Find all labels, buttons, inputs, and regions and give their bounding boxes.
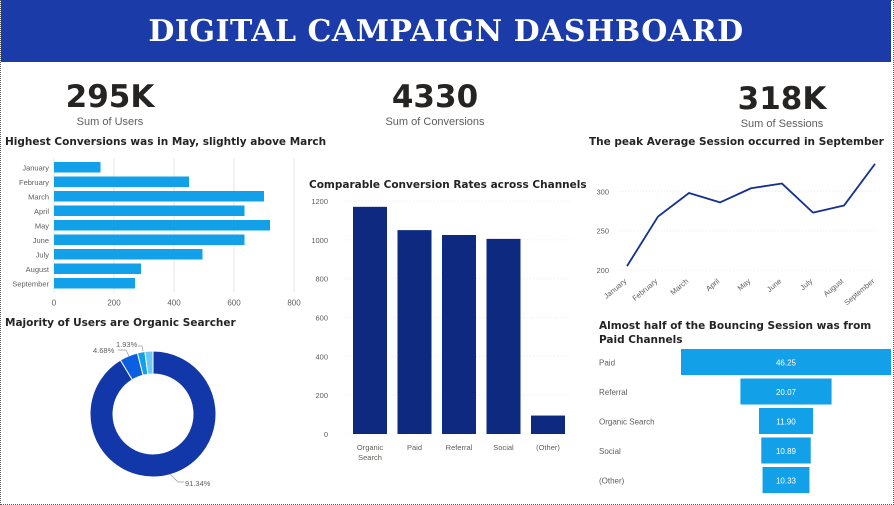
avg-session-title: The peak Average Session occurred in Sep… <box>589 136 884 148</box>
bounce-funnel-title: Almost half of the Bouncing Session was … <box>599 320 872 346</box>
avg-session-chart: 200 250 300 January February March April May Jun… <box>596 163 877 307</box>
donut-slice-3 <box>144 350 154 375</box>
funnel-value-label: 10.33 <box>776 477 797 486</box>
funnel-bar-social <box>761 437 811 464</box>
bar-july <box>54 249 203 260</box>
x-tick-label: August <box>822 276 846 298</box>
kpi-sessions-label: Sum of Sessions <box>740 118 824 130</box>
x-tick-label: 0 <box>52 299 57 308</box>
category-label: Paid <box>407 443 422 452</box>
y-tick-label: 600 <box>315 314 328 323</box>
x-tick-label: April <box>704 276 722 293</box>
header-bar: DIGITAL CAMPAIGN DASHBOARD <box>1 0 891 62</box>
bar-paid <box>397 230 432 434</box>
funnel-value-label: 20.07 <box>776 388 797 397</box>
category-label: (Other) <box>536 443 560 452</box>
category-label: July <box>36 251 50 260</box>
donut-label-third: 1.93% <box>116 340 138 349</box>
category-label: March <box>28 193 49 202</box>
bar-april <box>54 205 245 216</box>
funnel-category-label: Organic Search <box>599 418 655 427</box>
bar-other <box>531 415 565 434</box>
funnel-category-label: Referral <box>599 388 628 397</box>
funnel-bar-paid <box>681 349 891 375</box>
category-label: June <box>33 236 49 245</box>
category-label: August <box>26 265 50 274</box>
month-conversions-title: Highest Conversions was in May, slightly… <box>5 136 327 148</box>
bar-january <box>54 162 101 173</box>
bar-february <box>54 176 189 187</box>
bar-referral <box>442 234 476 434</box>
x-tick-label: January <box>602 276 628 300</box>
bounce-funnel-chart: 46.25 Paid 20.07 Referral 11.90 Organic Searc… <box>599 349 891 493</box>
x-tick-label: July <box>798 276 814 292</box>
x-tick-label: 600 <box>227 299 241 308</box>
bar-august <box>54 263 141 274</box>
month-conversions-chart: 0 200 400 600 800 January February March April Ma… <box>12 158 301 308</box>
bar-march <box>54 191 264 202</box>
category-label: January <box>22 164 49 173</box>
x-tick-label: May <box>736 276 753 292</box>
y-tick-label: 0 <box>324 430 328 439</box>
y-tick-label: 300 <box>596 187 609 196</box>
y-tick-label: 1000 <box>311 236 328 245</box>
bar-social <box>486 238 521 434</box>
funnel-value-label: 11.90 <box>776 418 796 427</box>
users-donut-title: Majority of Users are Organic Searcher <box>5 317 236 329</box>
funnel-category-label: Social <box>599 447 621 456</box>
x-tick-label: 200 <box>107 299 121 308</box>
y-tick-label: 250 <box>596 227 609 236</box>
x-tick-label: September <box>842 276 876 307</box>
y-tick-label: 200 <box>315 391 328 400</box>
donut-slice-0 <box>89 350 217 478</box>
leader-line <box>118 349 130 357</box>
y-tick-label: 1200 <box>311 197 328 206</box>
bar-may <box>54 220 270 231</box>
dashboard-title: DIGITAL CAMPAIGN DASHBOARD <box>148 13 744 49</box>
x-tick-label: March <box>669 277 691 297</box>
funnel-category-label: (Other) <box>599 477 625 486</box>
bar-june <box>54 234 245 245</box>
bar-september <box>54 278 135 289</box>
kpi-users-label: Sum of Users <box>76 116 144 128</box>
funnel-value-label: 10.89 <box>776 447 797 456</box>
leader-line <box>169 473 184 483</box>
category-label: Organic Search <box>357 443 384 462</box>
category-label: April <box>34 207 49 216</box>
category-label: May <box>35 222 49 231</box>
avg-session-line <box>626 163 876 267</box>
x-tick-label: 800 <box>287 299 301 308</box>
bar-organic-search <box>353 206 387 434</box>
donut-label-main: 91.34% <box>185 479 211 488</box>
leader-line <box>138 345 144 352</box>
funnel-bar-referral <box>740 378 832 405</box>
funnel-value-label: 46.25 <box>776 359 797 368</box>
donut-label-second: 4.68% <box>93 346 115 355</box>
x-tick-label: June <box>765 277 783 294</box>
channel-conversions-chart: 0 200 400 600 800 1000 1200 Organic Search Paid Re… <box>311 197 570 462</box>
funnel-bar-other <box>762 467 810 493</box>
category-label: September <box>12 280 49 289</box>
y-tick-label: 400 <box>315 352 328 361</box>
channel-conversions-title: Comparable Conversion Rates across Chann… <box>309 179 587 191</box>
x-tick-label: 400 <box>167 299 181 308</box>
category-label: Referral <box>446 443 473 452</box>
kpi-conversions-value: 4330 <box>391 79 479 115</box>
y-tick-label: 800 <box>315 275 328 284</box>
kpi-sessions-value: 318K <box>737 81 827 117</box>
y-tick-label: 200 <box>596 266 609 275</box>
funnel-bar-organic-search <box>758 408 814 434</box>
funnel-category-label: Paid <box>599 359 615 368</box>
kpi-conversions-label: Sum of Conversions <box>385 116 485 128</box>
users-donut-chart: 91.34% 4.68%1.93% <box>89 340 217 488</box>
kpi-users: 295K Sum of Users <box>50 78 170 128</box>
category-label: February <box>19 178 49 187</box>
kpi-sessions: 318K Sum of Sessions <box>722 80 842 130</box>
kpi-conversions: 4330 Sum of Conversions <box>360 78 510 128</box>
category-label: Social <box>493 443 514 452</box>
kpi-users-value: 295K <box>65 79 155 115</box>
x-tick-label: February <box>631 276 660 302</box>
